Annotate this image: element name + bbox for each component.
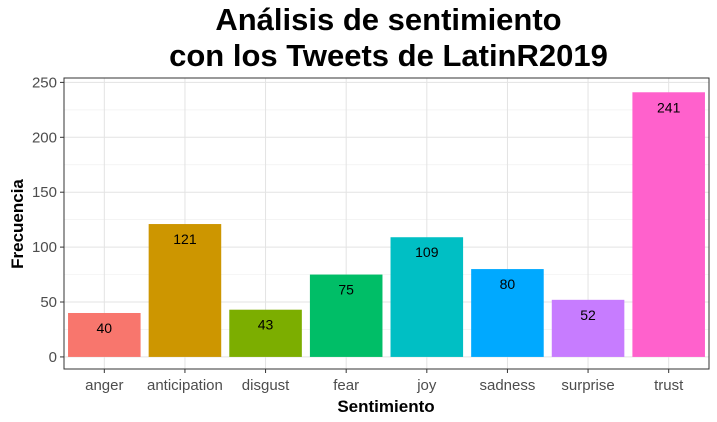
bar-value-label: 121: [173, 231, 197, 247]
bar-value-label: 80: [500, 276, 516, 292]
x-tick-label: sadness: [480, 377, 536, 394]
chart-title-line-1: Análisis de sentimiento: [215, 2, 562, 37]
bars: 40 121 43 75 109 80 52 241: [68, 92, 705, 357]
x-tick-label: trust: [654, 377, 684, 394]
x-axis: anger anticipation disgust fear joy sadness su…: [85, 369, 684, 394]
bar-value-label: 75: [338, 282, 354, 298]
bar-value-label: 241: [657, 99, 681, 115]
bar-value-label: 43: [258, 317, 274, 333]
y-tick-label: 50: [40, 294, 57, 311]
bar-fear: [309, 274, 383, 357]
x-tick-label: surprise: [561, 377, 614, 394]
y-tick-label: 0: [49, 349, 57, 366]
bar-value-label: 52: [580, 307, 596, 323]
x-tick-label: anger: [85, 377, 123, 394]
y-tick-label: 150: [32, 184, 57, 201]
bar-anger: [68, 312, 141, 357]
bar-value-label: 40: [97, 320, 113, 336]
x-tick-label: anticipation: [147, 377, 223, 394]
bar-surprise: [551, 299, 625, 357]
chart-title: Análisis de sentimiento con los Tweets d…: [60, 2, 717, 74]
bar-sadness: [471, 269, 544, 357]
chart-title-line-2: con los Tweets de LatinR2019: [169, 38, 608, 73]
y-axis-title: Frecuencia: [8, 179, 27, 269]
y-axis: 0 50 100 150 200 250: [32, 74, 64, 366]
x-axis-title: Sentimiento: [337, 397, 434, 416]
plot-panel-border: [63, 77, 710, 370]
bar-joy: [390, 237, 464, 357]
bar-value-label: 109: [415, 244, 439, 260]
y-tick-label: 200: [32, 129, 57, 146]
y-tick-label: 250: [32, 74, 57, 91]
bar-disgust: [229, 309, 302, 357]
bar-trust: [632, 92, 705, 357]
y-tick-label: 100: [32, 239, 57, 256]
x-tick-label: disgust: [242, 377, 290, 394]
bar-anticipation: [148, 224, 222, 357]
x-tick-label: fear: [333, 377, 359, 394]
x-tick-label: joy: [416, 377, 437, 394]
